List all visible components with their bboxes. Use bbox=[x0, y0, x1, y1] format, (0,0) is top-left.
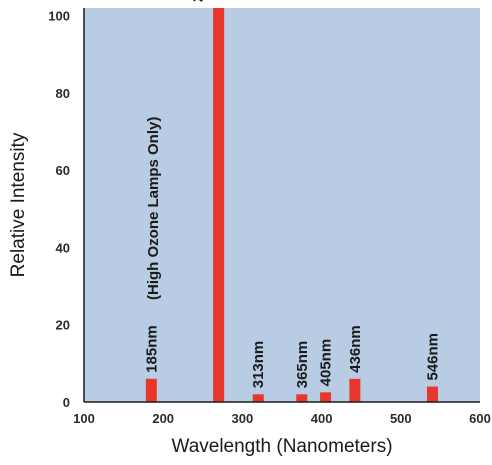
line-label-546nm: 546nm bbox=[424, 333, 441, 381]
x-tick-label: 500 bbox=[390, 411, 412, 426]
x-tick-labels: 100 200 300 400 500 600 bbox=[73, 411, 491, 426]
bar-254nm bbox=[213, 8, 225, 402]
line-label-436nm: 436nm bbox=[347, 325, 364, 373]
line-labels: 185nm 254 nm 313nm 365nm 405nm 436nm 546nm bbox=[143, 0, 441, 388]
annotation-high-ozone: (High Ozone Lamps Only) bbox=[145, 117, 162, 300]
bar-313nm bbox=[252, 394, 264, 402]
line-label-254nm: 254 nm bbox=[190, 0, 207, 2]
x-axis-title: Wavelength (Nanometers) bbox=[171, 436, 392, 457]
plot-area bbox=[84, 8, 480, 402]
bar-436nm bbox=[349, 378, 361, 402]
y-tick-label: 0 bbox=[63, 395, 70, 410]
bars-layer bbox=[145, 8, 438, 402]
line-label-313nm: 313nm bbox=[250, 341, 267, 389]
y-tick-label: 40 bbox=[56, 240, 70, 255]
x-tick-label: 300 bbox=[232, 411, 254, 426]
bar-365nm bbox=[296, 394, 308, 402]
x-tick-label: 400 bbox=[311, 411, 333, 426]
y-tick-label: 60 bbox=[56, 163, 70, 178]
line-label-405nm: 405nm bbox=[318, 339, 335, 387]
bar-185nm bbox=[145, 378, 157, 402]
bar-405nm bbox=[320, 392, 332, 402]
y-tick-label: 20 bbox=[56, 318, 70, 333]
y-tick-label: 80 bbox=[56, 86, 70, 101]
x-tick-label: 200 bbox=[152, 411, 174, 426]
bar-546nm bbox=[426, 386, 438, 402]
y-axis-title: Relative Intensity bbox=[8, 132, 29, 277]
y-tick-label: 100 bbox=[48, 9, 70, 24]
y-tick-labels: 0 20 40 60 80 100 bbox=[48, 9, 70, 410]
line-label-185nm: 185nm bbox=[143, 325, 160, 373]
line-label-365nm: 365nm bbox=[294, 341, 311, 389]
x-tick-label: 100 bbox=[73, 411, 95, 426]
x-tick-label: 600 bbox=[469, 411, 491, 426]
